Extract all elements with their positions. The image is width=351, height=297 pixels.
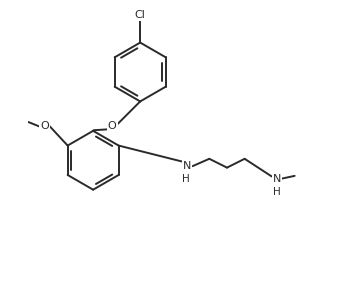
Text: O: O xyxy=(40,121,49,132)
Text: H: H xyxy=(182,173,190,184)
Text: H: H xyxy=(272,187,280,197)
Text: N: N xyxy=(273,174,281,184)
Text: O: O xyxy=(108,121,117,132)
Text: Cl: Cl xyxy=(135,10,146,20)
Text: N: N xyxy=(183,161,191,171)
